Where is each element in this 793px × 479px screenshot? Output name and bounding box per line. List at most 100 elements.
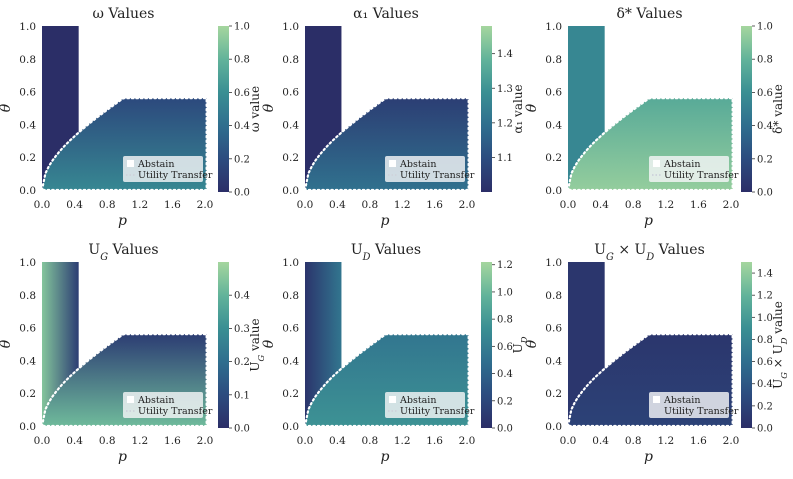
colorbar-tick-label: 0.0 xyxy=(757,188,773,199)
colorbar-tick-label: 0.2 xyxy=(757,401,773,412)
panel-4: UG Values 0.0 0.4 0.8 1.2 1.6 2.0 0.0 0.2 0.4 0.6 0… xyxy=(0,242,266,465)
y-tick-label: 0.2 xyxy=(545,388,562,400)
y-tick-label: 1.0 xyxy=(19,21,36,33)
x-tick-label: 0.0 xyxy=(34,199,51,211)
x-tick-label: 1.2 xyxy=(131,435,148,447)
x-tick-label: 1.6 xyxy=(164,435,181,447)
colorbar-tick-label: 0.2 xyxy=(234,357,250,368)
y-tick-label: 0.8 xyxy=(282,54,299,66)
y-tick-label: 0.6 xyxy=(282,323,299,335)
x-tick-label: 0.8 xyxy=(625,199,642,211)
legend-transfer-label: Utility Transfer xyxy=(138,170,213,181)
y-tick-label: 0.0 xyxy=(545,421,562,433)
legend-transfer-label: Utility Transfer xyxy=(400,170,475,181)
colorbar xyxy=(218,262,229,428)
y-tick-label: 1.0 xyxy=(545,257,562,269)
colorbar-label: UG × UD value xyxy=(771,301,789,389)
colorbar-tick-label: 0.0 xyxy=(497,424,513,435)
y-tick-label: 1.0 xyxy=(19,257,36,269)
x-axis-label: p xyxy=(644,449,653,465)
y-axis-label: θ xyxy=(261,103,277,112)
x-axis-label: p xyxy=(381,213,390,229)
y-tick-label: 0.8 xyxy=(282,290,299,302)
y-tick-label: 0.6 xyxy=(545,87,562,99)
abstain-legend-swatch xyxy=(127,160,134,167)
y-tick-label: 0.0 xyxy=(545,185,562,197)
x-tick-label: 1.6 xyxy=(690,435,707,447)
colorbar-tick-label: 0.6 xyxy=(497,342,513,353)
colorbar xyxy=(741,262,752,428)
x-tick-label: 0.0 xyxy=(560,435,577,447)
legend-transfer-label: Utility Transfer xyxy=(664,406,739,417)
abstain-legend-swatch xyxy=(389,160,396,167)
colorbar-tick-label: 0.4 xyxy=(497,369,513,380)
x-tick-label: 0.0 xyxy=(34,435,51,447)
panel-title: UG Values xyxy=(88,242,158,263)
y-tick-label: 0.8 xyxy=(545,54,562,66)
x-tick-label: 1.2 xyxy=(131,199,148,211)
y-tick-label: 0.4 xyxy=(282,119,299,131)
colorbar xyxy=(741,26,752,192)
abstain-legend-swatch xyxy=(653,160,660,167)
x-tick-label: 0.0 xyxy=(560,199,577,211)
x-tick-label: 2.0 xyxy=(723,199,740,211)
colorbar-tick-label: 1.2 xyxy=(757,291,773,302)
legend-abstain-label: Abstain xyxy=(137,159,174,170)
panel-5: UD Values 0.0 0.4 0.8 1.2 1.6 2.0 0.0 0.2 0.4 0.6 0… xyxy=(261,242,529,465)
colorbar-tick-label: 1.3 xyxy=(497,84,513,95)
abstain-legend-swatch xyxy=(653,396,660,403)
colorbar-tick-label: 0.6 xyxy=(757,88,773,99)
x-tick-label: 0.8 xyxy=(99,435,116,447)
x-tick-label: 1.6 xyxy=(164,199,181,211)
colorbar-tick-label: 0.6 xyxy=(757,357,773,368)
y-tick-label: 0.0 xyxy=(282,185,299,197)
colorbar-tick-label: 0.2 xyxy=(234,154,250,165)
x-tick-label: 0.4 xyxy=(329,435,346,447)
y-tick-label: 0.2 xyxy=(19,388,36,400)
x-tick-label: 2.0 xyxy=(197,435,214,447)
y-tick-label: 0.6 xyxy=(19,323,36,335)
y-tick-label: 0.6 xyxy=(19,87,36,99)
y-axis-label: θ xyxy=(524,103,540,112)
y-tick-label: 0.0 xyxy=(19,421,36,433)
y-tick-label: 0.4 xyxy=(282,355,299,367)
y-tick-label: 0.2 xyxy=(545,152,562,164)
x-tick-label: 1.2 xyxy=(657,199,674,211)
legend-abstain-label: Abstain xyxy=(137,395,174,406)
colorbar-tick-label: 1.2 xyxy=(497,118,513,129)
x-tick-label: 0.8 xyxy=(361,435,378,447)
y-tick-label: 1.0 xyxy=(282,21,299,33)
x-tick-label: 2.0 xyxy=(459,199,476,211)
colorbar-tick-label: 1.0 xyxy=(497,287,513,298)
transfer-boundary xyxy=(40,97,208,192)
y-tick-label: 0.2 xyxy=(282,152,299,164)
colorbar-tick-label: 0.0 xyxy=(234,424,250,435)
colorbar-tick-label: 1.4 xyxy=(497,49,513,60)
y-tick-label: 0.6 xyxy=(545,323,562,335)
colorbar-tick-label: 0.0 xyxy=(234,188,250,199)
abstain-legend-swatch xyxy=(127,396,134,403)
panel-1: ω Values 0.0 0.4 0.8 1.2 1.6 2.0 0.0 0.2 0.4 0.6 0.… xyxy=(0,6,262,229)
x-axis-label: p xyxy=(118,213,127,229)
panel-title: UD Values xyxy=(351,242,421,263)
colorbar-tick-label: 0.6 xyxy=(234,88,250,99)
legend-transfer-label: Utility Transfer xyxy=(138,406,213,417)
transfer-boundary xyxy=(566,333,734,428)
colorbar-tick-label: 0.4 xyxy=(757,121,773,132)
colorbar-tick-label: 0.4 xyxy=(757,379,773,390)
x-axis-label: p xyxy=(118,449,127,465)
panel-title: UG × UD Values xyxy=(594,242,705,263)
y-tick-label: 0.8 xyxy=(19,290,36,302)
x-tick-label: 1.6 xyxy=(426,435,443,447)
y-tick-label: 0.4 xyxy=(19,355,36,367)
legend-transfer-label: Utility Transfer xyxy=(400,406,475,417)
legend-abstain-label: Abstain xyxy=(663,395,700,406)
y-tick-label: 1.0 xyxy=(545,21,562,33)
transfer-boundary xyxy=(40,333,208,428)
x-tick-label: 2.0 xyxy=(459,435,476,447)
legend-abstain-label: Abstain xyxy=(663,159,700,170)
x-tick-label: 1.6 xyxy=(426,199,443,211)
